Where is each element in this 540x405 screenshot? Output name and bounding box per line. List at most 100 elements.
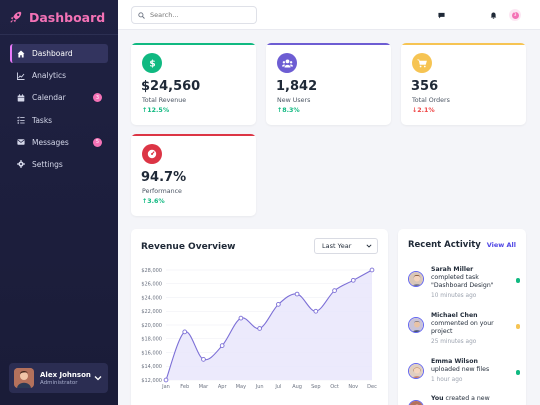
activity-text: Sarah Miller completed task "Dashboard D… <box>431 266 513 300</box>
card-accent-line <box>131 134 256 136</box>
data-point <box>332 288 337 293</box>
view-all-link[interactable]: View All <box>486 241 516 249</box>
x-tick-label: Apr <box>218 384 228 390</box>
search-box[interactable] <box>131 6 257 24</box>
y-tick-label: $14,000 <box>141 364 162 370</box>
activity-user: Sarah Miller <box>431 266 474 273</box>
sidebar-item-dashboard[interactable]: Dashboard <box>10 44 108 63</box>
activity-item[interactable]: Sarah Miller completed task "Dashboard D… <box>408 266 520 302</box>
activity-user: You <box>431 395 444 402</box>
user-role: Administrator <box>40 379 78 386</box>
stat-card-orders: 356 Total Orders ↓2.1% <box>401 43 526 125</box>
data-point <box>257 326 262 331</box>
user-name: Alex Johnson <box>40 370 91 379</box>
users-icon <box>277 53 297 73</box>
brand[interactable]: Dashboard <box>0 0 118 34</box>
calendar-icon <box>17 94 25 102</box>
data-point <box>182 329 188 335</box>
avatar <box>14 368 34 388</box>
activity-item[interactable]: Emma Wilson uploaded new files 1 hour ag… <box>408 358 520 386</box>
sidebar-divider <box>0 34 118 35</box>
notification-badge: 3 <box>511 11 519 19</box>
search-icon <box>138 11 145 19</box>
stat-value: $24,560 <box>141 79 201 94</box>
stat-label: Performance <box>142 188 182 195</box>
card-accent-line <box>131 43 256 45</box>
notifications-button[interactable] <box>487 9 499 21</box>
sidebar-item-label: Calendar <box>32 93 66 103</box>
activity-text: Emma Wilson uploaded new files 1 hour ag… <box>431 358 513 384</box>
stat-value: 356 <box>411 79 439 94</box>
stat-card-revenue: $ $24,560 Total Revenue ↑12.5% <box>131 43 256 125</box>
arrow-up-icon: ↑ <box>142 198 148 205</box>
status-dot <box>515 370 520 375</box>
brand-title: Dashboard <box>29 9 106 25</box>
activity-item[interactable]: Michael Chen commented on your project 2… <box>408 312 520 348</box>
y-tick-label: $24,000 <box>141 295 162 301</box>
user-avatar-button[interactable]: 3 <box>509 9 521 21</box>
sidebar-item-settings[interactable]: Settings <box>10 155 108 174</box>
x-tick-label: Dec <box>367 384 377 390</box>
stat-label: New Users <box>277 97 311 104</box>
data-point <box>238 315 244 321</box>
sidebar-item-messages[interactable]: Messages 5 <box>10 133 108 152</box>
sidebar-item-label: Dashboard <box>32 49 73 58</box>
chevron-down-icon[interactable] <box>94 374 102 382</box>
sidebar-item-analytics[interactable]: Analytics <box>10 66 108 85</box>
stat-change: ↑12.5% <box>142 107 170 114</box>
sidebar-item-label: Messages <box>32 137 69 147</box>
sidebar-item-tasks[interactable]: Tasks <box>10 111 108 130</box>
y-tick-label: $28,000 <box>141 268 162 274</box>
search-input[interactable] <box>150 11 250 19</box>
sidebar-item-label: Tasks <box>32 115 53 125</box>
y-tick-label: $20,000 <box>141 323 162 329</box>
activity-time: 1 hour ago <box>431 377 463 383</box>
x-tick-label: May <box>236 384 246 390</box>
period-select[interactable]: Last Year <box>314 238 378 254</box>
activity-time: 25 minutes ago <box>431 339 477 345</box>
sidebar-nav: Dashboard Analytics Calendar 3 Tasks M <box>10 44 108 177</box>
svg-text:$: $ <box>149 60 155 69</box>
stat-value: 1,842 <box>276 79 318 94</box>
stat-label: Total Orders <box>412 97 450 104</box>
user-profile-card[interactable]: Alex Johnson Administrator <box>9 363 108 393</box>
stat-label: Total Revenue <box>142 97 187 104</box>
sidebar: Dashboard Dashboard Analytics Calendar 3 <box>0 0 118 405</box>
data-point <box>276 302 281 307</box>
activity-user: Emma Wilson <box>431 358 478 365</box>
revenue-chart: $12,000 $14,000 $16,000 $18,000 $20,000 $22,0… <box>141 267 377 390</box>
sidebar-item-calendar[interactable]: Calendar 3 <box>10 88 108 107</box>
avatar <box>408 363 424 379</box>
gear-icon <box>17 160 25 169</box>
dollar-icon: $ <box>142 53 162 73</box>
data-point <box>369 267 375 273</box>
x-tick-label: Oct <box>330 384 339 390</box>
avatar <box>408 400 424 405</box>
x-tick-label: Sep <box>311 384 320 390</box>
x-tick-label: Feb <box>180 384 189 390</box>
stat-card-performance: 94.7% Performance ↑3.6% <box>131 134 256 216</box>
topbar: 3 <box>118 0 540 30</box>
arrow-up-icon: ↑ <box>277 107 283 114</box>
x-tick-label: Aug <box>292 384 302 390</box>
avatar <box>408 271 424 287</box>
gauge-icon <box>142 144 162 164</box>
messages-button[interactable] <box>435 9 447 21</box>
chart-line-icon <box>17 72 25 80</box>
stat-change: ↓2.1% <box>412 107 435 114</box>
data-point <box>313 308 319 314</box>
stat-change: ↑3.6% <box>142 198 165 205</box>
calendar-badge: 3 <box>93 93 102 103</box>
activity-user: Michael Chen <box>431 312 478 319</box>
y-tick-label: $26,000 <box>141 282 162 288</box>
stat-change: ↑8.3% <box>277 107 300 114</box>
envelope-icon <box>17 138 25 146</box>
activity-item[interactable]: You created a new <box>408 395 520 405</box>
card-accent-line <box>401 43 526 45</box>
arrow-up-icon: ↑ <box>142 107 148 114</box>
stat-card-users: 1,842 New Users ↑8.3% <box>266 43 391 125</box>
chevron-down-icon <box>366 244 372 248</box>
arrow-down-icon: ↓ <box>412 107 418 114</box>
home-icon <box>17 50 25 58</box>
bell-icon <box>490 12 496 19</box>
